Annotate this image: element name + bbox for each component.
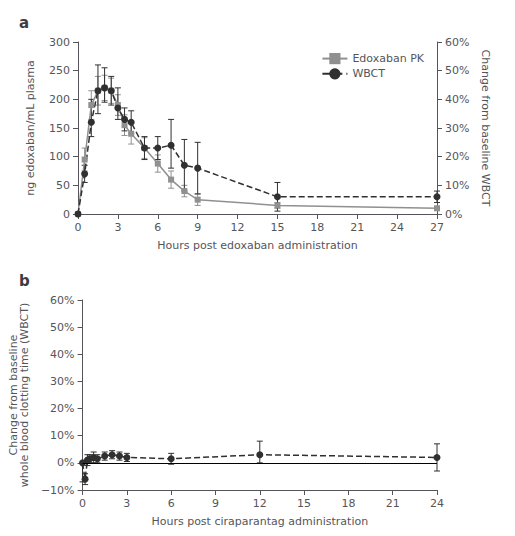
svg-text:3: 3 [123, 497, 130, 510]
svg-text:a: a [19, 14, 29, 32]
svg-text:300: 300 [49, 36, 70, 49]
svg-text:24: 24 [430, 497, 444, 510]
svg-text:0: 0 [79, 497, 86, 510]
svg-text:0: 0 [63, 208, 70, 221]
svg-text:40%: 40% [50, 348, 74, 361]
svg-text:50%: 50% [50, 321, 74, 334]
svg-text:12: 12 [253, 497, 267, 510]
svg-text:21: 21 [350, 221, 364, 234]
svg-text:15: 15 [297, 497, 311, 510]
svg-text:0%: 0% [57, 456, 74, 469]
svg-text:0%: 0% [445, 208, 462, 221]
svg-text:20%: 20% [50, 402, 74, 415]
svg-text:6: 6 [168, 497, 175, 510]
svg-text:200: 200 [49, 93, 70, 106]
svg-text:50%: 50% [445, 64, 469, 77]
svg-text:21: 21 [386, 497, 400, 510]
svg-text:24: 24 [390, 221, 404, 234]
svg-text:50: 50 [56, 179, 70, 192]
svg-text:ng edoxaban/mL plasma: ng edoxaban/mL plasma [24, 60, 37, 196]
svg-text:60%: 60% [50, 294, 74, 307]
svg-text:3: 3 [114, 221, 121, 234]
svg-text:40%: 40% [445, 93, 469, 106]
svg-text:15: 15 [270, 221, 284, 234]
svg-text:20%: 20% [445, 150, 469, 163]
svg-text:Hours post edoxaban administra: Hours post edoxaban administration [157, 239, 357, 252]
svg-text:250: 250 [49, 64, 70, 77]
svg-text:27: 27 [430, 221, 444, 234]
svg-text:−10%: −10% [41, 484, 75, 497]
svg-text:12: 12 [231, 221, 245, 234]
svg-text:100: 100 [49, 150, 70, 163]
svg-text:18: 18 [341, 497, 355, 510]
svg-text:WBCT: WBCT [352, 67, 385, 80]
svg-text:60%: 60% [445, 36, 469, 49]
svg-text:Edoxaban PK: Edoxaban PK [352, 52, 424, 65]
svg-text:150: 150 [49, 122, 70, 135]
svg-text:b: b [19, 272, 30, 290]
svg-text:0: 0 [75, 221, 82, 234]
svg-text:Hours post ciraparantag admini: Hours post ciraparantag administration [151, 515, 368, 528]
svg-text:6: 6 [154, 221, 161, 234]
svg-text:30%: 30% [445, 122, 469, 135]
svg-text:9: 9 [194, 221, 201, 234]
svg-text:whole blood clotting time (WBC: whole blood clotting time (WBCT) [18, 303, 31, 488]
svg-text:30%: 30% [50, 375, 74, 388]
svg-text:9: 9 [212, 497, 219, 510]
svg-text:18: 18 [310, 221, 324, 234]
svg-text:10%: 10% [50, 429, 74, 442]
svg-text:Change from baseline WBCT: Change from baseline WBCT [479, 50, 492, 207]
svg-text:10%: 10% [445, 179, 469, 192]
svg-text:Change from baseline: Change from baseline [7, 334, 20, 456]
